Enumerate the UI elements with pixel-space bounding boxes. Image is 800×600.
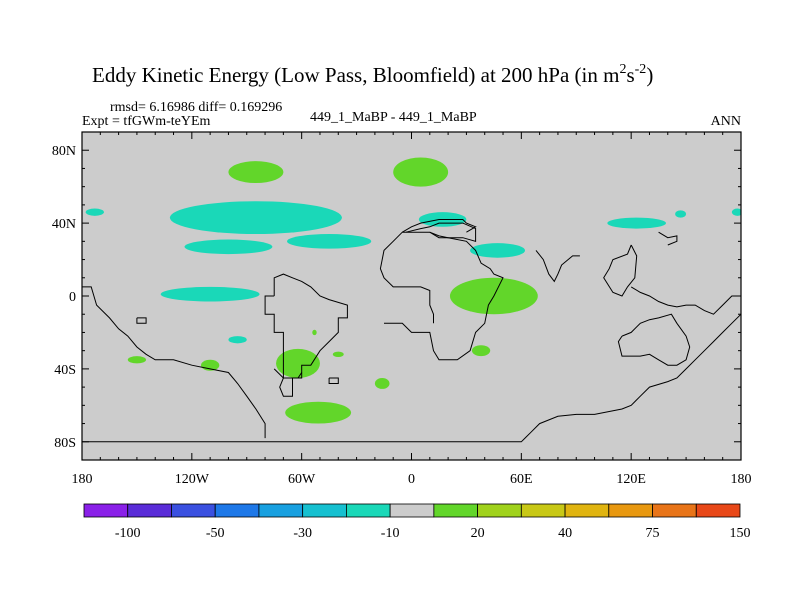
coastline-africa xyxy=(379,231,504,361)
region-positive-green-19 xyxy=(471,345,491,357)
region-negative-cyan-5 xyxy=(470,243,525,258)
y-tick-label: 40N xyxy=(52,217,76,232)
colorbar-box xyxy=(652,503,697,518)
coastline-east-pacific-isle xyxy=(136,317,147,324)
colorbar-box xyxy=(695,503,741,518)
case-label: 449_1_MaBP - 449_1_MaBP xyxy=(310,110,477,125)
colorbar-label: -30 xyxy=(293,526,312,541)
coastline-us-coast xyxy=(402,219,477,233)
region-negative-cyan-10 xyxy=(228,336,247,344)
colorbar-box xyxy=(302,503,347,518)
experiment-label: Expt = tfGWm-teYEm xyxy=(82,114,211,129)
colorbar-box xyxy=(127,503,172,518)
coastline-antarctica xyxy=(82,313,741,443)
colorbar-box xyxy=(83,503,129,518)
colorbar-label: -100 xyxy=(115,526,141,541)
region-positive-green-17 xyxy=(127,356,147,364)
coastline-pacific-west xyxy=(630,286,741,315)
coastline-south-america xyxy=(264,273,348,397)
coastline-india xyxy=(535,250,580,283)
region-negative-cyan-0 xyxy=(169,201,342,235)
region-positive-green-12 xyxy=(393,157,449,187)
y-tick-label: 40S xyxy=(54,363,76,378)
region-positive-green-15 xyxy=(285,401,352,424)
coastline-west-asia xyxy=(658,231,678,246)
region-negative-cyan-1 xyxy=(287,234,372,249)
region-positive-green-14 xyxy=(276,348,320,378)
region-positive-green-21 xyxy=(312,329,317,336)
colorbar-box xyxy=(564,503,610,518)
colorbar-box xyxy=(214,503,260,518)
region-positive-green-20 xyxy=(332,351,344,358)
region-negative-cyan-9 xyxy=(731,208,741,216)
y-tick-label: 80N xyxy=(52,144,76,159)
stats-label: rmsd= 6.16986 diff= 0.169296 xyxy=(110,100,282,115)
map-plot-area xyxy=(81,131,742,461)
colorbar-label: -50 xyxy=(206,526,225,541)
colorbar-box xyxy=(171,503,216,518)
colorbar-box xyxy=(345,503,391,518)
coastline-west-coast-chile xyxy=(82,286,266,439)
colorbar-label: -10 xyxy=(381,526,400,541)
colorbar-box xyxy=(433,503,479,518)
region-positive-green-11 xyxy=(228,161,284,184)
colorbar-box xyxy=(477,503,522,518)
colorbar-box xyxy=(389,503,435,518)
period-label: ANN xyxy=(711,114,741,129)
region-negative-cyan-6 xyxy=(607,217,666,229)
colorbar-box xyxy=(608,503,653,518)
coastline-se-asia-australia xyxy=(603,244,638,297)
x-tick-label: 120W xyxy=(175,472,210,487)
chart-title: Eddy Kinetic Energy (Low Pass, Bloomfiel… xyxy=(92,62,653,87)
x-tick-label: 60E xyxy=(510,472,533,487)
colorbar-label: 20 xyxy=(471,526,485,541)
colorbar-label: 75 xyxy=(646,526,660,541)
x-tick-label: 120E xyxy=(616,472,646,487)
x-tick-label: 60W xyxy=(288,472,316,487)
x-tick-label: 180 xyxy=(731,472,752,487)
y-tick-label: 0 xyxy=(69,290,76,305)
colorbar-box xyxy=(520,503,566,518)
x-tick-label: 180 xyxy=(72,472,93,487)
colorbar-label: 150 xyxy=(730,526,751,541)
coastline-asia-south xyxy=(405,222,477,242)
map-contents xyxy=(82,157,741,443)
y-tick-label: 80S xyxy=(54,436,76,451)
colorbar-box xyxy=(258,503,304,518)
coastline-australia xyxy=(617,313,691,366)
coastline-mexico-stub xyxy=(273,368,303,379)
region-negative-cyan-3 xyxy=(160,286,260,302)
region-negative-cyan-8 xyxy=(85,208,104,216)
colorbar-label: 40 xyxy=(558,526,572,541)
x-tick-label: 0 xyxy=(408,472,415,487)
coastline-south-atlantic-isle xyxy=(328,377,339,384)
region-negative-cyan-2 xyxy=(184,239,273,255)
region-negative-cyan-7 xyxy=(675,210,687,218)
axis-ticks: 180 120W 60W 0 60E 120E 180 80N 40N 0 40S 80S xyxy=(52,131,752,487)
region-positive-green-18 xyxy=(374,378,390,389)
colorbar: -100 -50 -30 -10 20 40 75 150 xyxy=(83,503,751,541)
